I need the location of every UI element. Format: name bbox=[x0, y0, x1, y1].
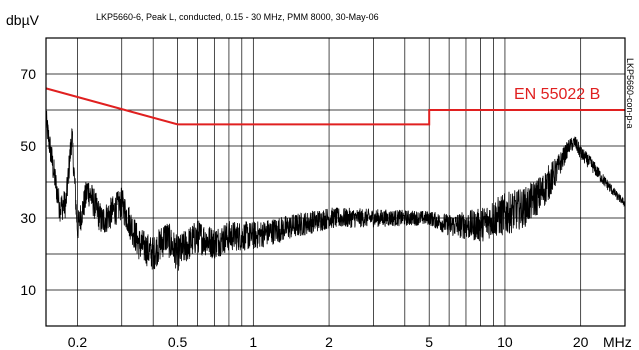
x-tick-label: 0.5 bbox=[168, 334, 188, 350]
plot-frame bbox=[45, 37, 626, 327]
x-tick-label: 1 bbox=[249, 334, 257, 350]
y-tick-label: 30 bbox=[20, 210, 36, 226]
x-tick-label: 5 bbox=[425, 334, 433, 350]
side-label: LKP5660-con-p-a bbox=[625, 58, 635, 129]
y-axis-label: dbµV bbox=[6, 12, 40, 28]
y-tick-label: 50 bbox=[20, 138, 36, 154]
series-layer bbox=[45, 110, 626, 271]
y-tick-label: 10 bbox=[20, 282, 36, 298]
x-tick-label: 0.2 bbox=[68, 334, 88, 350]
limit-layer bbox=[45, 87, 625, 126]
limit-line bbox=[45, 87, 625, 126]
x-axis-label: MHz bbox=[603, 334, 632, 350]
chart-title: LKP5660-6, Peak L, conducted, 0.15 - 30 … bbox=[96, 12, 379, 22]
x-tick-label: 20 bbox=[573, 334, 589, 350]
measured-trace bbox=[45, 110, 626, 271]
limit-line-label: EN 55022 B bbox=[514, 86, 600, 103]
x-tick-label: 10 bbox=[497, 334, 513, 350]
x-tick-label: 2 bbox=[325, 334, 333, 350]
y-tick-label: 70 bbox=[20, 66, 36, 82]
tick-labels: 0.2 0.5 1 2 5 10 20 10 30 50 70 bbox=[20, 66, 588, 350]
